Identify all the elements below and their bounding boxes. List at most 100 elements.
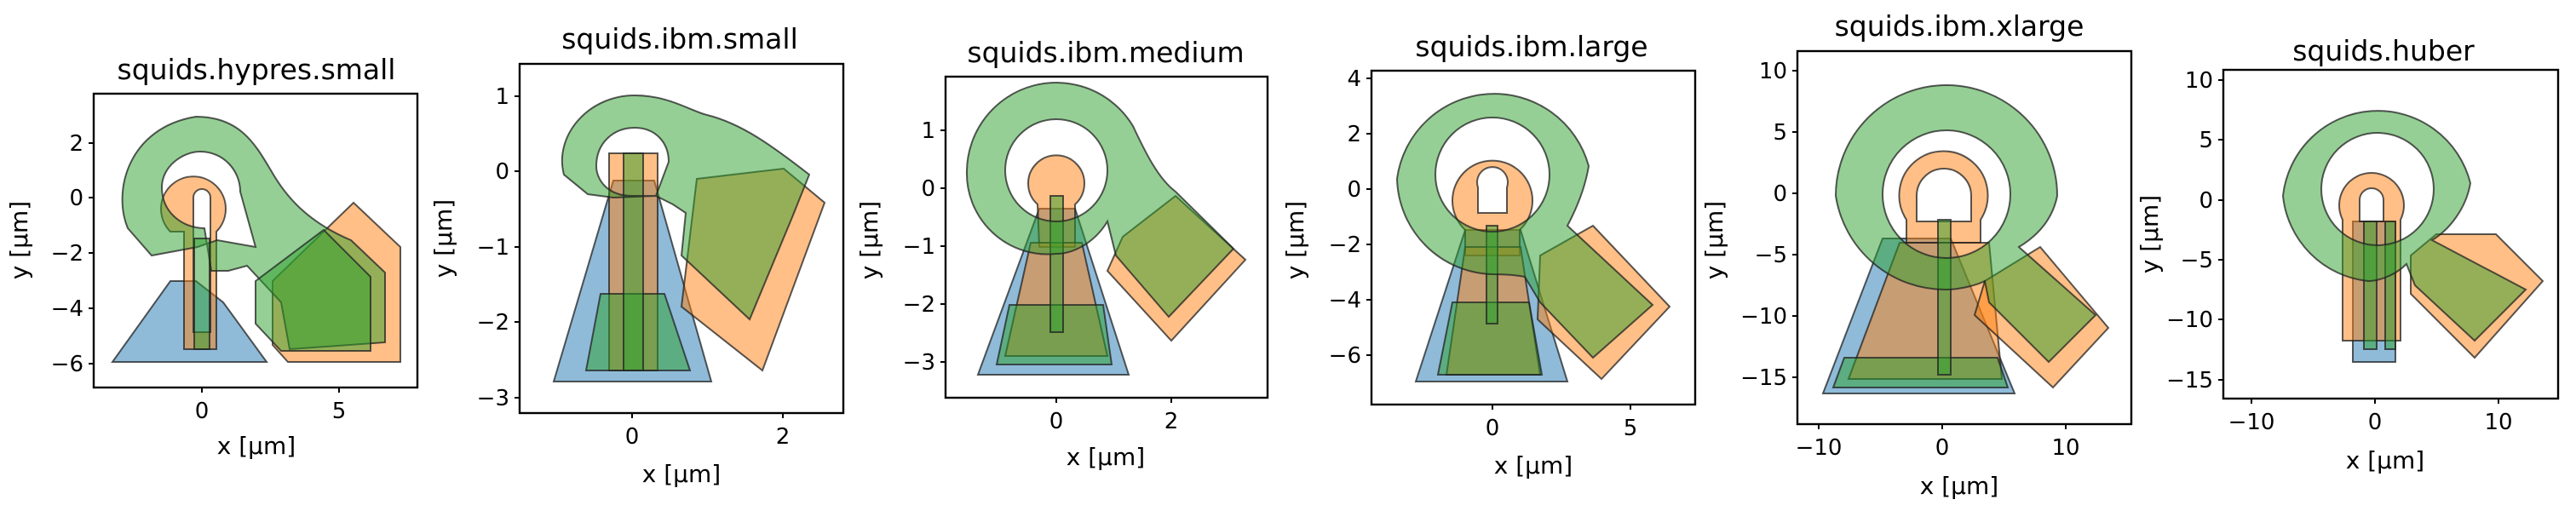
y-tick-label: −2 [1329,233,1361,258]
panel-title: squids.hypres.small [118,53,396,86]
x-ticks: −10 0 10 [2228,399,2513,435]
panel-hypres-small: squids.hypres.small 2 0 −2 −4 −6 0 [5,53,419,460]
y-tick-label: −15 [2166,368,2213,393]
y-tick-label: 0 [495,159,509,185]
x-tick-label: 0 [1049,409,1064,434]
x-tick-label: 5 [332,399,347,424]
y-tick-label: 10 [2185,68,2213,94]
x-axis-label: x [µm] [217,432,296,460]
y-tick-label: 0 [921,176,935,202]
green-layer-shape [561,94,811,321]
panel-ibm-small: squids.ibm.small 1 0 −1 −2 −3 0 2 [429,22,845,488]
y-tick-label: −4 [1329,288,1361,313]
x-axis-label: x [µm] [1920,472,1998,500]
green-trapezoid [1831,357,2010,388]
green-layer-shape [965,82,1235,319]
green-layer-shape [1395,93,1654,359]
x-tick-label: 0 [2368,410,2383,435]
x-tick-label: −10 [2228,410,2275,435]
panel-ibm-xlarge: squids.ibm.xlarge 10 5 0 −5 −10 −15 [1700,9,2133,500]
y-tick-label: 0 [1773,181,1787,207]
green-layer-shape [1834,84,2097,364]
x-tick-label: 5 [1624,416,1638,441]
plot-area [518,62,845,415]
y-tick-label: 1 [495,84,509,110]
y-tick-label: −10 [2166,307,2213,333]
axes-frame [518,62,845,415]
y-tick-label: −2 [51,241,83,267]
green-layer-shape [2281,110,2527,342]
y-tick-label: 5 [2199,128,2213,153]
x-tick-label: 10 [2484,410,2512,435]
y-tick-label: −15 [1740,365,1787,391]
x-tick-label: 0 [625,424,640,450]
y-tick-label: 2 [1347,122,1361,147]
y-tick-label: −1 [903,234,935,260]
plot-area [944,75,1269,399]
green-trapezoid [995,304,1113,365]
x-axis-label: x [µm] [642,460,721,488]
y-tick-label: 10 [1759,59,1787,84]
plot-area [1796,49,2133,426]
x-tick-label: 0 [1486,416,1500,441]
y-tick-label: −6 [1329,343,1361,369]
x-tick-label: 2 [776,424,791,450]
y-tick-label: −10 [1740,304,1787,330]
x-ticks: 0 2 [625,413,791,450]
y-ticks: 10 5 0 −5 −10 −15 [1740,59,1797,391]
x-axis-label: x [µm] [2346,446,2424,474]
y-tick-label: 0 [69,186,83,211]
y-ticks: 4 2 0 −2 −4 −6 [1329,66,1371,369]
y-tick-label: −2 [903,292,935,318]
x-tick-label: −10 [1796,435,1843,461]
y-axis-label: y [µm] [1700,201,1728,279]
green-inner-strip [2363,221,2378,350]
x-axis-label: x [µm] [1067,443,1145,471]
y-ticks: 10 5 0 −5 −10 −15 [2166,68,2223,393]
green-trapezoid [1436,301,1544,376]
axes-frame [1796,49,2133,426]
panel-title: squids.ibm.small [561,22,798,55]
green-inner-strip [193,238,210,350]
green-inner-strip [1937,219,1952,376]
orange-layer-shape [1898,150,1989,244]
y-axis-label: y [µm] [5,201,33,279]
x-ticks: −10 0 10 [1796,424,2080,461]
x-tick-label: 10 [2051,435,2079,461]
panel-title: squids.ibm.medium [967,36,1244,69]
y-tick-label: −3 [477,386,509,411]
y-ticks: 2 0 −2 −4 −6 [51,131,94,377]
x-ticks: 0 5 [195,388,347,424]
y-ticks: 1 0 −1 −2 −3 [477,84,520,411]
y-tick-label: −1 [477,235,509,261]
axes-frame [2222,68,2560,400]
panel-title: squids.ibm.large [1415,30,1647,63]
y-tick-label: 1 [921,118,935,144]
y-tick-label: 2 [69,131,83,157]
plot-area [1370,69,1697,406]
x-tick-label: 2 [1164,409,1179,434]
axes-frame [944,75,1269,399]
y-ticks: 1 0 −1 −2 −3 [903,118,946,376]
x-tick-label: 0 [195,399,210,424]
axes-frame [92,92,419,389]
x-ticks: 0 5 [1486,405,1638,441]
plot-area [92,92,419,389]
green-inner-strip [623,152,644,371]
y-tick-label: 5 [1773,120,1787,146]
green-inner-strip [1049,195,1064,333]
x-ticks: 0 2 [1049,398,1179,434]
panel-huber: squids.huber 10 5 0 −5 −10 −15 [2136,34,2560,474]
y-tick-label: −6 [51,352,83,377]
plot-area [2222,68,2560,400]
y-tick-label: 0 [1347,177,1361,203]
y-tick-label: 0 [2199,188,2213,214]
panel-ibm-medium: squids.ibm.medium 1 0 −1 −2 −3 0 [855,36,1269,471]
panel-ibm-large: squids.ibm.large 4 2 0 −2 −4 −6 [1281,30,1697,479]
y-axis-label: y [µm] [855,201,883,279]
y-tick-label: −2 [477,310,509,336]
y-axis-label: y [µm] [2136,195,2164,273]
axes-frame [1370,69,1697,406]
y-axis-label: y [µm] [1281,201,1309,279]
